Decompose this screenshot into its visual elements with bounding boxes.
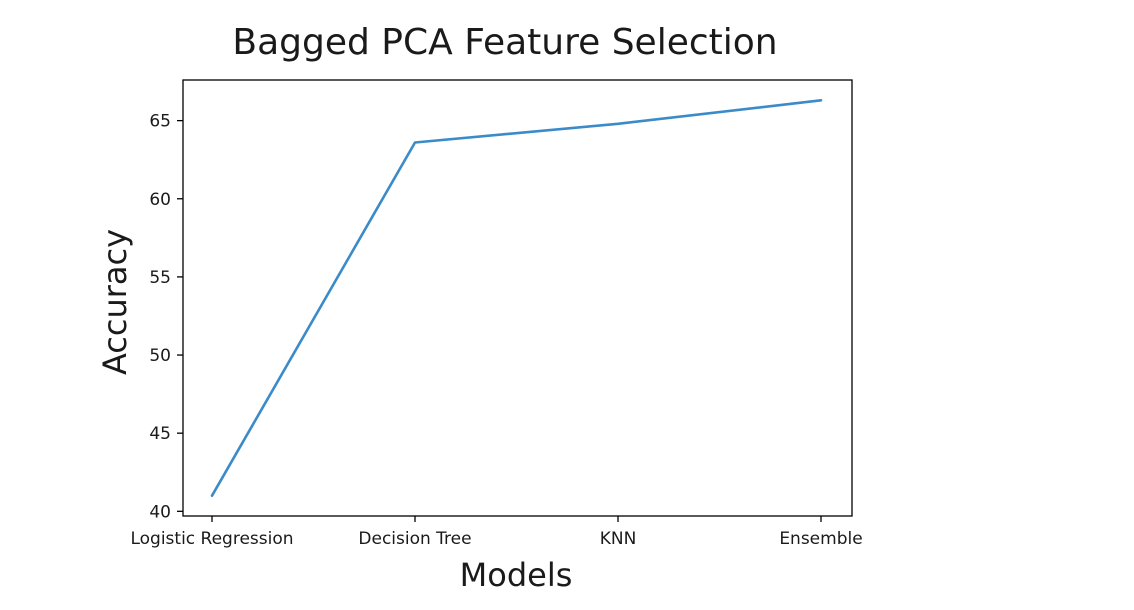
x-tick-label: Logistic Regression	[130, 529, 293, 549]
x-tick-label: KNN	[600, 529, 637, 549]
plot-frame	[182, 79, 853, 517]
x-tick-label: Decision Tree	[358, 529, 471, 549]
y-tick-label: 40	[149, 502, 171, 522]
series-line	[210, 99, 823, 498]
x-tick-label: Ensemble	[779, 529, 862, 549]
y-tick-label: 45	[149, 424, 171, 444]
chart-title: Bagged PCA Feature Selection	[232, 22, 777, 63]
x-axis: Logistic Regression Decision Tree KNN Ensem…	[130, 516, 863, 549]
y-axis-label: Accuracy	[96, 229, 134, 375]
y-tick-label: 60	[149, 190, 171, 210]
y-tick-label: 65	[149, 112, 171, 132]
x-axis-label: Models	[460, 556, 573, 594]
y-tick-label: 55	[149, 268, 171, 288]
y-axis: 40 45 50 55 60 65	[149, 112, 183, 522]
y-tick-label: 50	[149, 346, 171, 366]
series-layer	[210, 99, 823, 498]
